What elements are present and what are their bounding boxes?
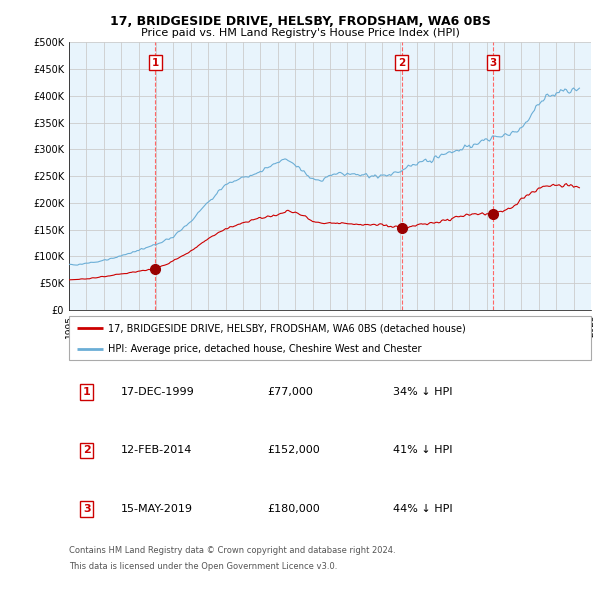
Text: 15-MAY-2019: 15-MAY-2019: [121, 504, 193, 514]
Text: 2: 2: [398, 58, 406, 68]
Text: 3: 3: [490, 58, 497, 68]
Text: 3: 3: [83, 504, 91, 514]
Text: 44% ↓ HPI: 44% ↓ HPI: [392, 504, 452, 514]
Text: Price paid vs. HM Land Registry's House Price Index (HPI): Price paid vs. HM Land Registry's House …: [140, 28, 460, 38]
Text: £152,000: £152,000: [268, 445, 320, 455]
Text: This data is licensed under the Open Government Licence v3.0.: This data is licensed under the Open Gov…: [69, 562, 337, 571]
Text: HPI: Average price, detached house, Cheshire West and Chester: HPI: Average price, detached house, Ches…: [108, 344, 422, 354]
FancyBboxPatch shape: [69, 316, 591, 360]
Text: 1: 1: [83, 387, 91, 397]
Text: 1: 1: [152, 58, 159, 68]
Text: 17-DEC-1999: 17-DEC-1999: [121, 387, 195, 397]
Text: 34% ↓ HPI: 34% ↓ HPI: [392, 387, 452, 397]
Text: 17, BRIDGESIDE DRIVE, HELSBY, FRODSHAM, WA6 0BS: 17, BRIDGESIDE DRIVE, HELSBY, FRODSHAM, …: [110, 15, 490, 28]
Text: 12-FEB-2014: 12-FEB-2014: [121, 445, 193, 455]
Text: 41% ↓ HPI: 41% ↓ HPI: [392, 445, 452, 455]
Text: £180,000: £180,000: [268, 504, 320, 514]
Text: 2: 2: [83, 445, 91, 455]
Text: 17, BRIDGESIDE DRIVE, HELSBY, FRODSHAM, WA6 0BS (detached house): 17, BRIDGESIDE DRIVE, HELSBY, FRODSHAM, …: [108, 323, 466, 333]
Text: Contains HM Land Registry data © Crown copyright and database right 2024.: Contains HM Land Registry data © Crown c…: [69, 546, 395, 555]
Text: £77,000: £77,000: [268, 387, 313, 397]
